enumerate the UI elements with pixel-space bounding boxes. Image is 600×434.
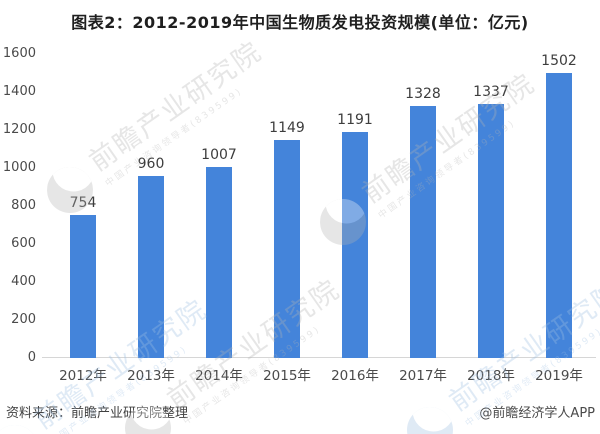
bar-value-label: 960 bbox=[137, 156, 165, 172]
x-axis-tick-label: 2012年 bbox=[59, 368, 107, 384]
bar-value-label: 1149 bbox=[269, 120, 305, 136]
y-axis-tick-label: 600 bbox=[11, 236, 36, 251]
x-axis-tick-label: 2018年 bbox=[467, 368, 515, 384]
x-axis-line bbox=[42, 357, 596, 358]
bar bbox=[138, 176, 164, 358]
x-axis-tick-label: 2014年 bbox=[195, 368, 243, 384]
bar-value-label: 1328 bbox=[405, 86, 441, 102]
y-axis-tick-label: 400 bbox=[11, 274, 36, 289]
y-axis-tick-label: 0 bbox=[27, 350, 36, 365]
y-axis-tick-label: 200 bbox=[11, 312, 36, 327]
bar-value-label: 1337 bbox=[473, 84, 509, 100]
y-axis-tick-label: 1400 bbox=[2, 84, 36, 99]
x-axis-tick-label: 2017年 bbox=[399, 368, 447, 384]
bar-value-label: 1502 bbox=[541, 53, 577, 69]
bar-value-label: 754 bbox=[69, 195, 97, 211]
bar-value-label: 1007 bbox=[201, 147, 237, 163]
x-axis-tick-label: 2013年 bbox=[127, 368, 175, 384]
bar-value-label: 1191 bbox=[337, 112, 373, 128]
bar bbox=[546, 73, 572, 358]
y-axis-tick-label: 1200 bbox=[2, 122, 36, 137]
x-axis-tick-label: 2019年 bbox=[535, 368, 583, 384]
bar bbox=[70, 215, 96, 358]
chart-title: 图表2：2012-2019年中国生物质发电投资规模(单位：亿元) bbox=[71, 13, 529, 32]
bar bbox=[206, 167, 232, 358]
app-credit: @前瞻经济学人APP bbox=[479, 406, 595, 421]
source-note: 资料来源：前瞻产业研究院整理 bbox=[6, 406, 189, 421]
y-axis-tick-label: 1000 bbox=[2, 160, 36, 175]
bar bbox=[410, 106, 436, 358]
x-axis-tick-label: 2015年 bbox=[263, 368, 311, 384]
x-axis-tick-label: 2016年 bbox=[331, 368, 379, 384]
y-axis-tick-label: 1600 bbox=[2, 46, 36, 61]
bar bbox=[478, 104, 504, 358]
y-axis-tick-label: 800 bbox=[11, 198, 36, 213]
bar bbox=[342, 132, 368, 358]
bar bbox=[274, 140, 300, 358]
